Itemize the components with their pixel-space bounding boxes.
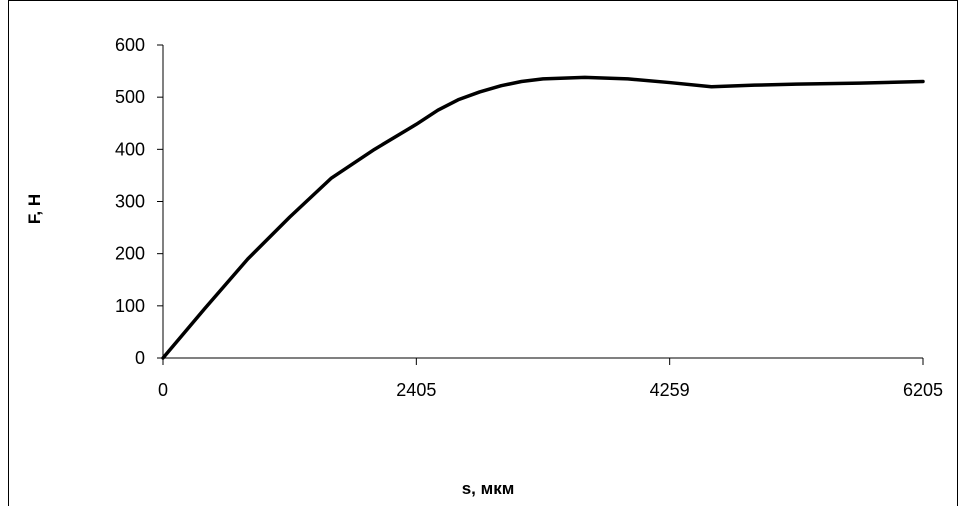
x-tick-label: 6205 xyxy=(903,380,943,400)
y-axis: 0 100 200 300 400 500 600 xyxy=(115,35,164,368)
y-tick-label: 0 xyxy=(135,348,145,368)
x-axis: 0 2405 4259 6205 xyxy=(158,357,943,400)
x-tick-label: 2405 xyxy=(396,380,436,400)
x-tick-label: 4259 xyxy=(650,380,690,400)
series-line xyxy=(161,75,925,360)
y-tick-label: 600 xyxy=(115,35,145,55)
y-tick-label: 500 xyxy=(115,87,145,107)
y-tick-label: 100 xyxy=(115,296,145,316)
chart-border xyxy=(8,0,958,511)
x-tick-label: 0 xyxy=(158,380,168,400)
x-axis-title: s, мкм xyxy=(462,479,515,498)
y-tick-label: 200 xyxy=(115,244,145,264)
y-tick-label: 400 xyxy=(115,139,145,159)
plot-area xyxy=(161,75,925,360)
y-axis-title: F, Н xyxy=(25,194,44,224)
y-tick-label: 300 xyxy=(115,192,145,212)
